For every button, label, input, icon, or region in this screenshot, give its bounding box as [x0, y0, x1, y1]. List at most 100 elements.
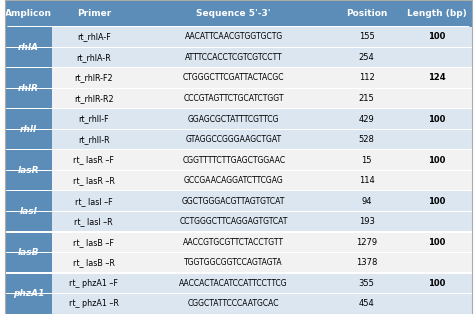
- Text: 100: 100: [428, 197, 446, 206]
- Bar: [332, 0, 401, 27]
- Bar: [5, 0, 52, 27]
- Text: Primer: Primer: [77, 9, 111, 18]
- Bar: [5, 190, 472, 192]
- Bar: [5, 129, 472, 130]
- Text: TGGTGGCGGTCCAGTAGTA: TGGTGGCGGTCCAGTAGTA: [184, 258, 283, 267]
- Text: rhlI: rhlI: [20, 125, 37, 134]
- Bar: [5, 27, 52, 68]
- Text: rhlA: rhlA: [18, 43, 39, 52]
- Bar: [332, 129, 401, 150]
- Text: rt_ lasB –R: rt_ lasB –R: [73, 258, 115, 267]
- Bar: [52, 0, 136, 27]
- Bar: [401, 294, 472, 314]
- Bar: [332, 27, 401, 47]
- Text: 528: 528: [359, 135, 374, 144]
- Bar: [401, 191, 472, 211]
- Bar: [401, 170, 472, 191]
- Bar: [332, 294, 401, 314]
- Bar: [401, 252, 472, 273]
- Bar: [401, 0, 472, 27]
- Text: rt_rhlR-R2: rt_rhlR-R2: [74, 94, 114, 103]
- Bar: [136, 0, 332, 27]
- Text: 100: 100: [428, 32, 446, 41]
- Text: CGGCTATTCCCAATGCAC: CGGCTATTCCCAATGCAC: [188, 299, 280, 308]
- Text: rt_ lasB –F: rt_ lasB –F: [73, 238, 114, 247]
- Bar: [52, 68, 136, 88]
- Text: GCCGAACAGGATCTTCGAG: GCCGAACAGGATCTTCGAG: [184, 176, 283, 185]
- Bar: [332, 88, 401, 109]
- Bar: [136, 68, 332, 88]
- Text: Position: Position: [346, 9, 387, 18]
- Bar: [5, 231, 472, 233]
- Bar: [5, 252, 472, 253]
- Text: CTGGGCTTCGATTACTACGC: CTGGGCTTCGATTACTACGC: [183, 73, 284, 83]
- Bar: [401, 109, 472, 129]
- Text: 454: 454: [359, 299, 374, 308]
- Bar: [401, 211, 472, 232]
- Bar: [5, 273, 52, 314]
- Bar: [5, 46, 472, 48]
- Bar: [52, 150, 136, 170]
- Text: rt_rhlA-F: rt_rhlA-F: [77, 32, 110, 41]
- Bar: [136, 273, 332, 294]
- Text: lasB: lasB: [18, 248, 39, 257]
- Bar: [5, 211, 472, 212]
- Text: 254: 254: [359, 53, 374, 62]
- Bar: [136, 109, 332, 129]
- Text: 193: 193: [359, 217, 374, 226]
- Bar: [5, 88, 472, 89]
- Bar: [52, 88, 136, 109]
- Text: GGAGCGCTATTTCGTTCG: GGAGCGCTATTTCGTTCG: [188, 115, 280, 123]
- Text: rt_ phzA1 –F: rt_ phzA1 –F: [69, 279, 118, 288]
- Text: rt_ phzA1 –R: rt_ phzA1 –R: [69, 299, 118, 308]
- Text: lasI: lasI: [19, 207, 37, 216]
- Text: CCCGTAGTTCTGCATCTGGT: CCCGTAGTTCTGCATCTGGT: [183, 94, 284, 103]
- Bar: [5, 170, 472, 171]
- Text: ATTTCCACCTCGTCGTCCTT: ATTTCCACCTCGTCGTCCTT: [185, 53, 283, 62]
- Text: 1279: 1279: [356, 238, 377, 247]
- Text: rt_ lasI –F: rt_ lasI –F: [75, 197, 113, 206]
- Bar: [5, 150, 52, 191]
- Bar: [52, 129, 136, 150]
- Bar: [5, 67, 472, 68]
- Bar: [52, 47, 136, 68]
- Bar: [332, 68, 401, 88]
- Text: 429: 429: [359, 115, 374, 123]
- Bar: [332, 252, 401, 273]
- Bar: [136, 129, 332, 150]
- Text: 100: 100: [428, 238, 446, 247]
- Text: AACATTCAACGTGGTGCTG: AACATTCAACGTGGTGCTG: [184, 32, 283, 41]
- Bar: [136, 294, 332, 314]
- Bar: [332, 211, 401, 232]
- Bar: [5, 191, 52, 232]
- Text: 100: 100: [428, 155, 446, 165]
- Bar: [332, 109, 401, 129]
- Text: rt_rhlA-R: rt_rhlA-R: [76, 53, 111, 62]
- Text: rt_rhlR-F2: rt_rhlR-F2: [74, 73, 113, 83]
- Text: AACCACTACATCCATTCCTTCG: AACCACTACATCCATTCCTTCG: [180, 279, 288, 288]
- Bar: [332, 273, 401, 294]
- Bar: [5, 293, 472, 294]
- Text: Sequence 5'-3': Sequence 5'-3': [197, 9, 271, 18]
- Text: 100: 100: [428, 279, 446, 288]
- Bar: [136, 170, 332, 191]
- Bar: [136, 191, 332, 211]
- Text: rt_ lasI –R: rt_ lasI –R: [74, 217, 113, 226]
- Bar: [5, 108, 472, 109]
- Bar: [401, 68, 472, 88]
- Bar: [401, 232, 472, 252]
- Bar: [52, 170, 136, 191]
- Text: GTAGGCCGGGAAGCTGAT: GTAGGCCGGGAAGCTGAT: [186, 135, 282, 144]
- Text: 355: 355: [359, 279, 374, 288]
- Text: 112: 112: [359, 73, 374, 83]
- Bar: [332, 47, 401, 68]
- Text: 215: 215: [359, 94, 374, 103]
- Bar: [401, 273, 472, 294]
- Bar: [52, 294, 136, 314]
- Bar: [136, 27, 332, 47]
- Text: 124: 124: [428, 73, 446, 83]
- Text: rhlR: rhlR: [18, 84, 39, 93]
- Text: 94: 94: [362, 197, 372, 206]
- Text: rt_ lasR –R: rt_ lasR –R: [73, 176, 115, 185]
- Text: 114: 114: [359, 176, 374, 185]
